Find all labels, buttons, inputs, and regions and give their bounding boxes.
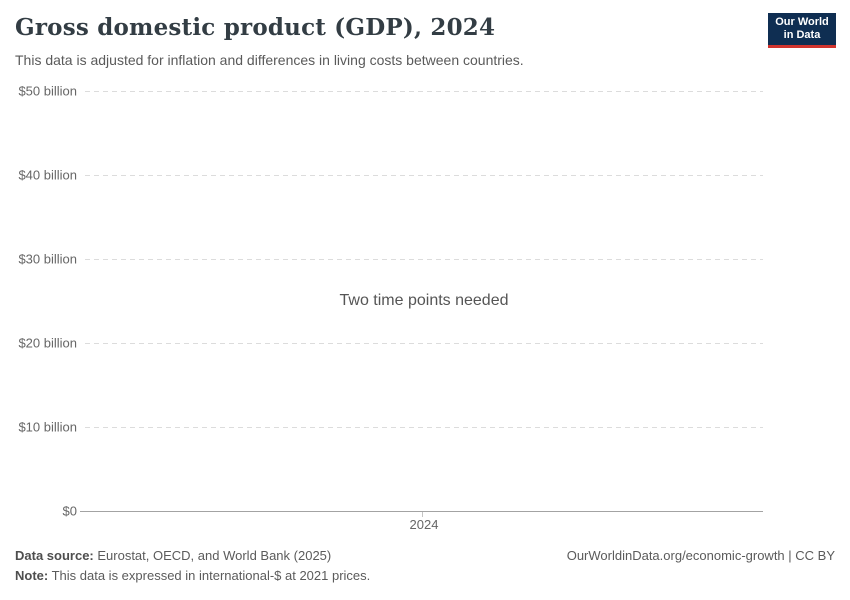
y-axis-tick-label: $50 billion bbox=[18, 83, 77, 99]
note-label: Note: bbox=[15, 568, 49, 583]
y-axis-tick-label: $40 billion bbox=[18, 167, 77, 183]
y-axis-tick-label: $30 billion bbox=[18, 251, 77, 267]
data-source-label: Data source: bbox=[15, 548, 94, 563]
empty-state-message: Two time points needed bbox=[339, 292, 509, 309]
y-axis-tick-label: $0 bbox=[62, 503, 77, 519]
owid-logo[interactable]: Our World in Data bbox=[768, 13, 836, 48]
note-line: Note: This data is expressed in internat… bbox=[15, 568, 370, 583]
note-value: This data is expressed in international-… bbox=[48, 568, 371, 583]
data-source-value: Eurostat, OECD, and World Bank (2025) bbox=[93, 548, 332, 563]
y-gridline bbox=[85, 91, 763, 92]
chart-subtitle: This data is adjusted for inflation and … bbox=[15, 52, 524, 68]
y-gridline bbox=[85, 175, 763, 176]
owid-logo-line1: Our World bbox=[775, 16, 829, 28]
y-gridline bbox=[85, 259, 763, 260]
owid-citation-link[interactable]: OurWorldinData.org/economic-growth | CC … bbox=[566, 548, 835, 563]
y-axis-tick-label: $20 billion bbox=[18, 335, 77, 351]
y-axis-tick-label: $10 billion bbox=[18, 419, 77, 435]
chart-title: Gross domestic product (GDP), 2024 bbox=[15, 14, 496, 41]
x-axis-line bbox=[80, 511, 763, 512]
y-gridline bbox=[85, 427, 763, 428]
x-axis-tick-mark bbox=[422, 512, 423, 517]
data-source-line: Data source: Eurostat, OECD, and World B… bbox=[15, 548, 331, 563]
x-axis-tick-label: 2024 bbox=[409, 517, 439, 532]
owid-logo-line2: in Data bbox=[783, 29, 821, 41]
y-gridline bbox=[85, 343, 763, 344]
